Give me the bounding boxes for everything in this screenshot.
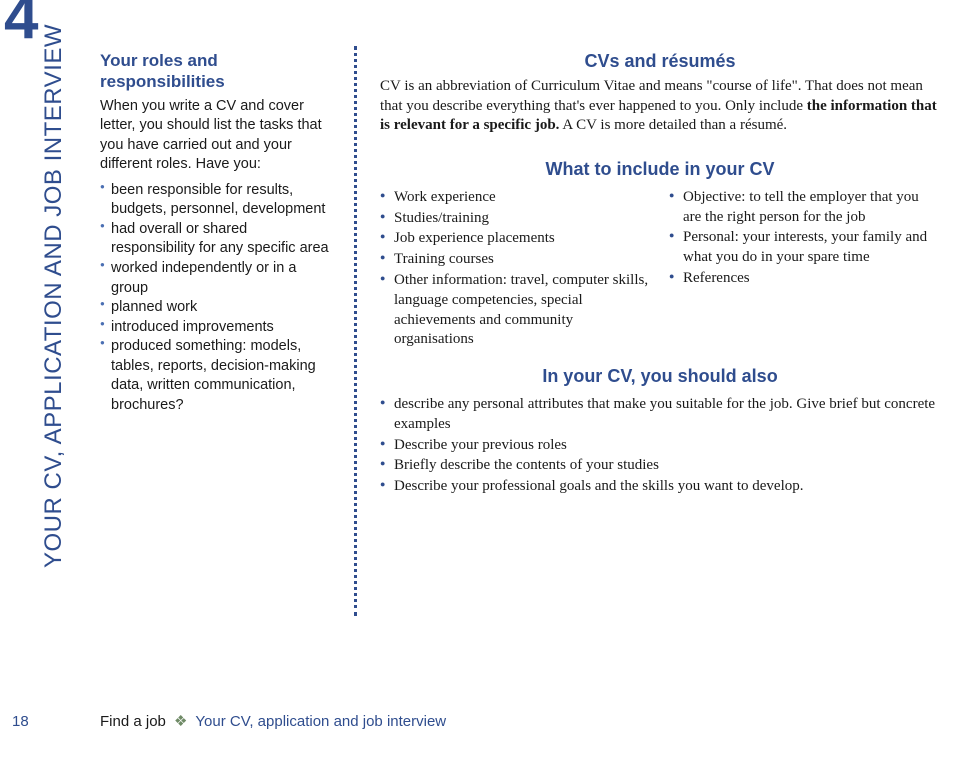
list-item: Personal: your interests, your family an… xyxy=(669,228,940,268)
list-item: Work experience xyxy=(380,188,651,208)
list-item: Objective: to tell the employer that you… xyxy=(669,188,940,228)
list-item: Training courses xyxy=(380,250,651,270)
list-item: been responsible for results, budgets, p… xyxy=(100,181,332,220)
also-list: describe any personal attributes that ma… xyxy=(380,395,940,497)
list-item: References xyxy=(669,269,940,289)
list-item: Briefly describe the contents of your st… xyxy=(380,456,940,476)
list-item: Studies/training xyxy=(380,209,651,229)
vertical-dotted-divider xyxy=(354,46,358,616)
section-title-include: What to include in your CV xyxy=(380,158,940,182)
include-left-list: Work experience Studies/training Job exp… xyxy=(380,188,651,351)
list-item: produced something: models, tables, repo… xyxy=(100,337,332,415)
list-item: had overall or shared responsibility for… xyxy=(100,220,332,259)
section-title-cvs: CVs and résumés xyxy=(380,50,940,74)
content-area: Your roles and responsibilities When you… xyxy=(100,50,940,616)
chapter-number: 4 xyxy=(4,0,38,53)
list-item: Job experience placements xyxy=(380,229,651,249)
footer-main: Find a job xyxy=(100,713,166,730)
section-vertical-label: YOUR CV, APPLICATION AND JOB INTERVIEW xyxy=(40,24,68,568)
sidebar-intro: When you write a CV and cover letter, yo… xyxy=(100,97,332,175)
list-item: introduced improvements xyxy=(100,318,332,338)
include-right-list: Objective: to tell the employer that you… xyxy=(669,188,940,351)
footer: Find a job ❖ Your CV, application and jo… xyxy=(100,712,446,730)
main-column: CVs and résumés CV is an abbreviation of… xyxy=(380,50,940,616)
list-item: worked independently or in a group xyxy=(100,259,332,298)
page-number: 18 xyxy=(12,713,29,730)
list-item: describe any personal attributes that ma… xyxy=(380,395,940,435)
list-item: Describe your professional goals and the… xyxy=(380,477,940,497)
sidebar-list: been responsible for results, budgets, p… xyxy=(100,181,332,416)
two-column-list: Work experience Studies/training Job exp… xyxy=(380,188,940,351)
list-item: Describe your previous roles xyxy=(380,436,940,456)
section-title-also: In your CV, you should also xyxy=(380,365,940,389)
list-item: Other information: travel, computer skil… xyxy=(380,271,651,350)
sidebar-roles-box: Your roles and responsibilities When you… xyxy=(100,50,332,616)
sidebar-heading: Your roles and responsibilities xyxy=(100,50,332,93)
list-item: planned work xyxy=(100,298,332,318)
footer-separator-icon: ❖ xyxy=(174,713,187,730)
section1-body: CV is an abbreviation of Curriculum Vita… xyxy=(380,77,940,136)
footer-sub: Your CV, application and job interview xyxy=(195,713,446,730)
